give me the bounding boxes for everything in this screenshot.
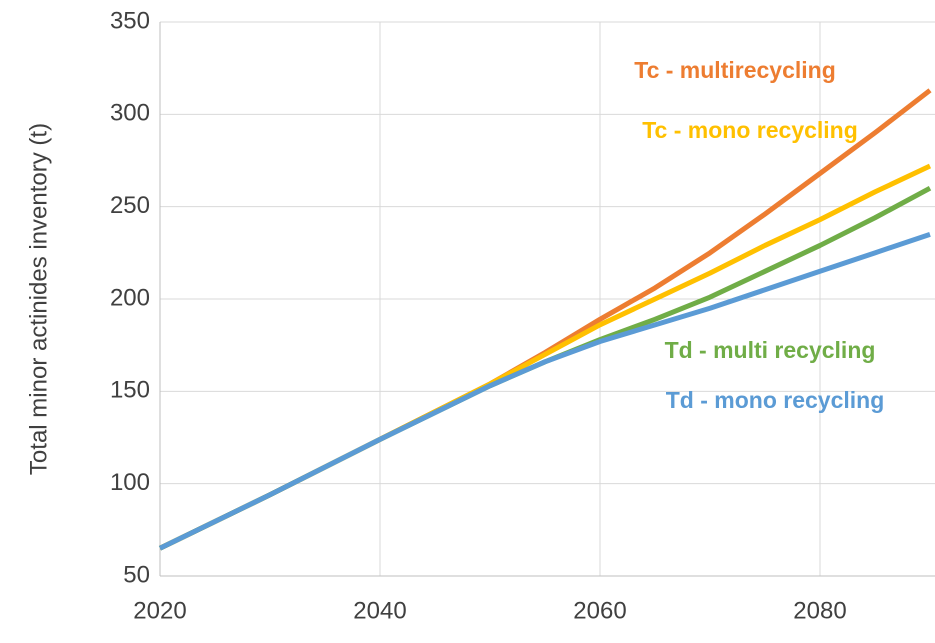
x-tick-label: 2020 (133, 597, 186, 624)
y-tick-label: 100 (110, 469, 150, 496)
x-tick-label: 2040 (353, 597, 406, 624)
series-label: Tc - multirecycling (634, 57, 836, 83)
y-tick-label: 250 (110, 192, 150, 219)
y-tick-label: 50 (123, 561, 150, 588)
series-line (158, 231, 931, 551)
series-label: Tc - mono recycling (642, 117, 858, 143)
y-tick-label: 300 (110, 100, 150, 127)
y-tick-label: 150 (110, 377, 150, 404)
x-tick-label: 2080 (793, 597, 846, 624)
x-tick-label: 2060 (573, 597, 626, 624)
y-tick-label: 200 (110, 284, 150, 311)
series-line (158, 88, 932, 551)
y-tick-label: 350 (110, 7, 150, 34)
y-axis-title: Total minor actinides inventory (t) (25, 123, 52, 475)
series-label: Td - mono recycling (666, 387, 885, 413)
series-label: Td - multi recycling (665, 337, 876, 363)
